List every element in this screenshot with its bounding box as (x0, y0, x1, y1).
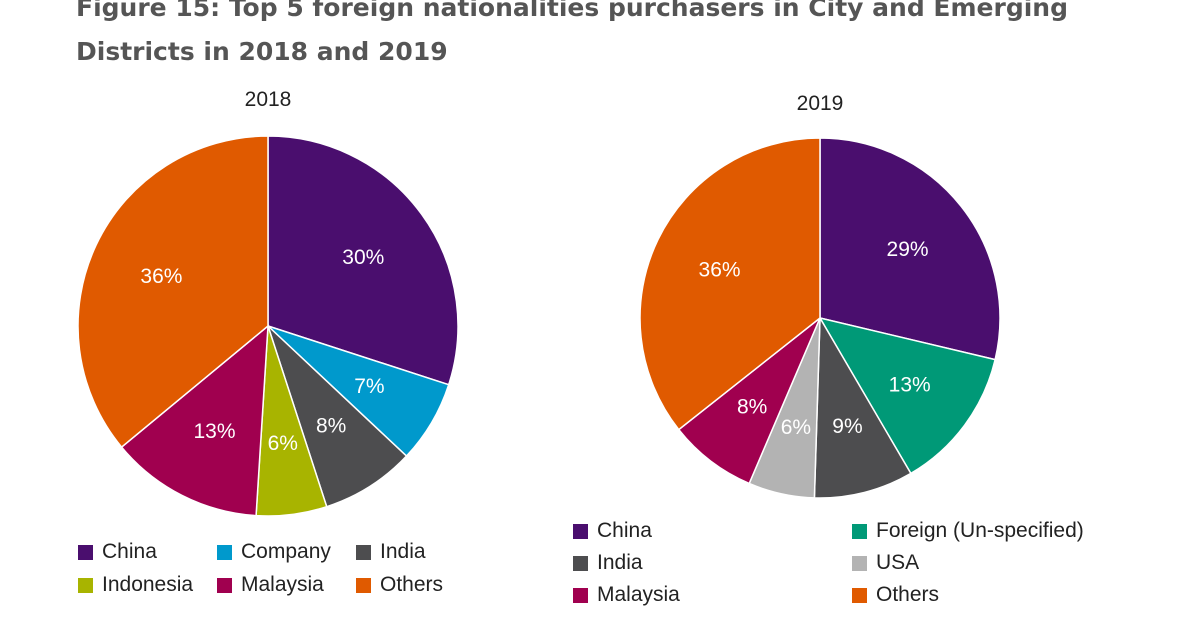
legend-swatch (852, 587, 867, 603)
slice-label-india: 8% (316, 414, 346, 437)
legend-label: Foreign (Un-specified) (876, 519, 1084, 542)
chart-title-2019: 2019 (796, 92, 844, 115)
legend-swatch (217, 577, 232, 593)
legend-swatch (78, 577, 93, 593)
legend-swatch (852, 523, 867, 539)
legend-item-malaysia: Malaysia (573, 583, 680, 607)
legend-item-china: China (78, 540, 157, 564)
legend-item-others: Others (356, 573, 443, 597)
legend-label: Indonesia (102, 573, 194, 596)
legend-swatch (217, 544, 232, 560)
legend-item-usa: USA (852, 551, 919, 575)
legend-swatch (573, 523, 588, 539)
slice-label-china: 30% (342, 246, 384, 269)
legend-swatch (852, 555, 867, 571)
legend-label: Malaysia (241, 573, 324, 596)
legend-label: Others (380, 573, 444, 596)
legend-label: Company (241, 540, 331, 563)
legend-label: China (597, 519, 652, 542)
legend-swatch (573, 555, 588, 571)
pie-slice-malaysia (120, 324, 269, 517)
legend-item-foreign-unspecified: Foreign (Un-specified) (852, 519, 1084, 543)
legend-item-others: Others (852, 583, 939, 607)
legend-label: USA (876, 551, 920, 574)
figure-title: Figure 15: Top 5 foreign nationalities p… (76, 0, 1068, 66)
legend-label: India (597, 551, 643, 574)
pie-slice-china (267, 135, 459, 386)
slice-label-others: 36% (140, 265, 182, 288)
legend-swatch (573, 587, 588, 603)
legend-swatch (356, 544, 371, 560)
legend-label: India (380, 540, 426, 563)
legend-item-china: China (573, 519, 652, 543)
legend-item-india: India (356, 540, 426, 564)
legend-label: Others (876, 583, 940, 606)
chart-title-2018: 2018 (244, 88, 292, 111)
slice-label-company: 7% (354, 375, 384, 398)
legend-item-indonesia: Indonesia (78, 573, 193, 597)
slice-label-indonesia: 6% (268, 432, 298, 455)
legend-swatch (356, 577, 371, 593)
legend-item-malaysia: Malaysia (217, 573, 324, 597)
slice-label-malaysia: 13% (194, 420, 236, 443)
legend-label: China (102, 540, 157, 563)
legend-label: Malaysia (597, 583, 680, 606)
legend-item-india: India (573, 551, 643, 575)
legend-item-company: Company (217, 540, 331, 564)
pie-slice-india (267, 325, 408, 508)
pie-slice-others (77, 135, 269, 449)
legend-swatch (78, 544, 93, 560)
